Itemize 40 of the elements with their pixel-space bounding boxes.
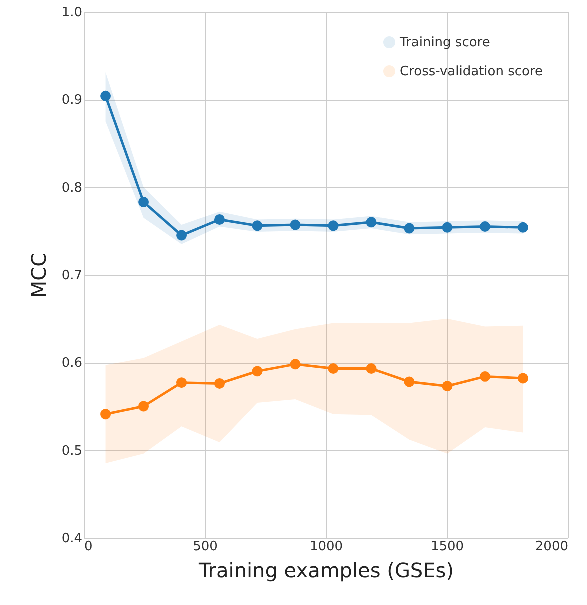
point (138, 401, 150, 412)
legend-label: Training score (399, 36, 490, 50)
point (214, 214, 226, 226)
point (214, 378, 226, 389)
point (442, 381, 453, 392)
point (176, 378, 188, 388)
point (480, 371, 490, 382)
x-axis-title: Training examples (GSEs) (198, 558, 454, 582)
point (252, 220, 263, 232)
point (480, 222, 490, 232)
y-tick-label: 0.4 (62, 532, 82, 546)
point (176, 230, 188, 241)
point (442, 222, 453, 233)
legend-label: Cross-validation score (400, 64, 544, 80)
y-axis-title: MCC (26, 252, 51, 298)
x-tick-label: 1000 (310, 540, 344, 554)
x-tick-label: 500 (193, 540, 218, 554)
point (100, 90, 112, 102)
x-tick-label: 1500 (430, 540, 464, 554)
point (100, 409, 112, 420)
point (290, 220, 301, 230)
y-tick-label: 0.5 (62, 444, 82, 459)
y-tick-label: 0.6 (62, 356, 82, 372)
x-tick-label: 2000 (535, 540, 568, 554)
y-tick-label: 0.7 (62, 268, 82, 284)
y-tick-label: 1.0 (62, 6, 82, 20)
point (366, 217, 377, 228)
point (518, 222, 528, 233)
point (328, 364, 339, 374)
y-tick-label: 0.9 (62, 93, 82, 108)
x-tick-label: 0 (84, 540, 93, 554)
point (138, 197, 150, 208)
point (252, 366, 263, 377)
point (290, 359, 301, 370)
y-tick-label: 0.8 (62, 180, 82, 196)
point (518, 373, 528, 384)
point (404, 376, 415, 388)
point (366, 364, 377, 374)
point (328, 220, 339, 232)
point (404, 223, 415, 234)
